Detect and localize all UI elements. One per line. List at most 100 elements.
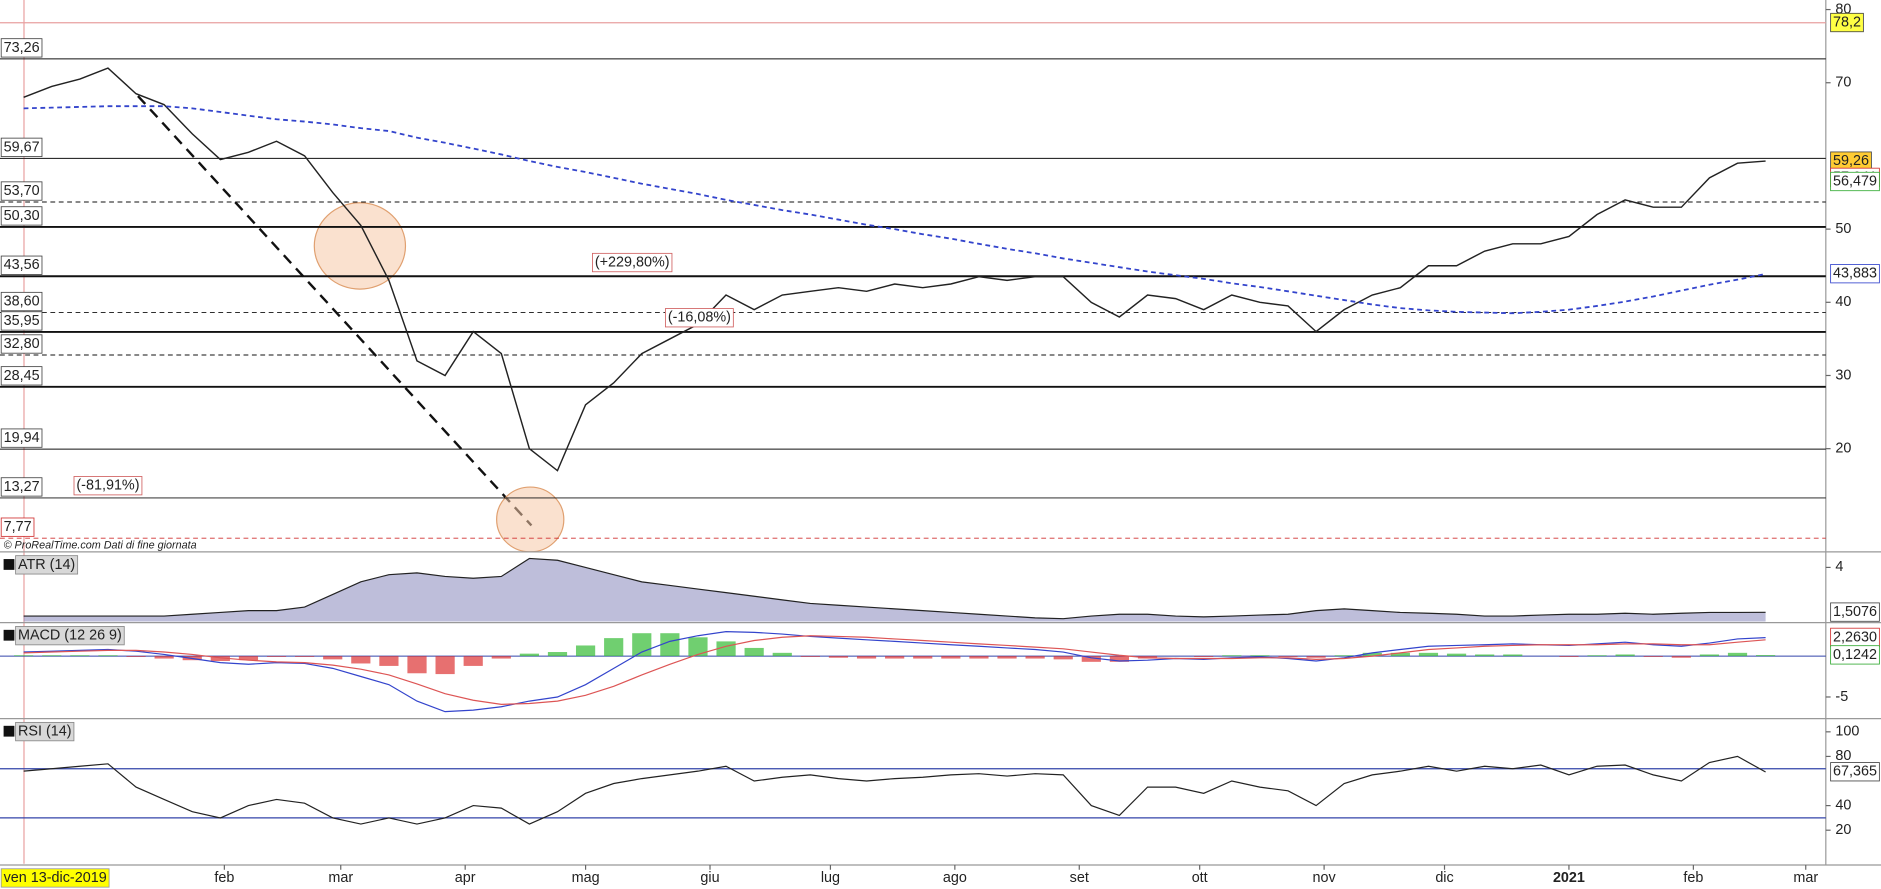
x-tick-label: ott [1192, 870, 1208, 886]
histogram-bar [1081, 656, 1101, 662]
histogram-bar [1756, 655, 1776, 657]
last-label: 1,5076 [1833, 604, 1877, 620]
histogram-bar [856, 656, 877, 659]
histogram-bar [1390, 652, 1410, 657]
histogram-bar [323, 656, 343, 660]
histogram-bar [660, 633, 680, 657]
level-label-box [0, 517, 35, 537]
indicator-line [23, 755, 1766, 825]
x-tick-label: set [1070, 870, 1089, 886]
price-label-box [1830, 171, 1880, 192]
level-label: 7,77 [4, 519, 32, 535]
histogram-bar [800, 656, 820, 657]
level-label: 19,94 [4, 430, 40, 446]
price-line [23, 67, 1766, 472]
level-label: 28,45 [4, 368, 40, 384]
x-tick-label: feb [214, 870, 234, 886]
price-label: 56,479 [1833, 173, 1877, 189]
price-label-box [1830, 12, 1864, 33]
price-label: 78,2 [1833, 15, 1861, 31]
level-label-box [0, 477, 43, 497]
histogram-bar [1222, 655, 1242, 657]
histogram-bar [547, 652, 568, 657]
histogram-bar [1334, 655, 1354, 657]
histogram-bar [519, 653, 539, 657]
panel-title-box [15, 626, 125, 646]
date-label: ven 13-dic-2019 [4, 870, 107, 886]
copyright: © ProRealTime.com Dati di fine giornata [4, 540, 197, 552]
y-tick-label: 40 [1835, 294, 1851, 310]
annotation: (-16,08%) [668, 310, 731, 326]
level-label-box [0, 181, 43, 201]
last-label-box [1830, 645, 1880, 665]
histogram-bar [997, 656, 1017, 659]
level-label: 50,30 [4, 208, 40, 224]
level-label: 13,27 [4, 479, 40, 495]
histogram-bar [1727, 652, 1748, 657]
histogram-bar [1025, 656, 1045, 659]
histogram-bar [1109, 656, 1130, 662]
level-label: 32,80 [4, 336, 40, 352]
trend-line [137, 95, 533, 527]
histogram-bar [210, 656, 230, 662]
annotation-box [664, 308, 734, 328]
last-label: 67,365 [1833, 764, 1877, 780]
histogram-bar [828, 656, 849, 658]
panel-title: MACD (12 26 9) [18, 628, 122, 644]
histogram-bar [969, 656, 989, 659]
panel-title: ATR (14) [18, 557, 75, 573]
price-label: 43,883 [1833, 266, 1877, 282]
level-label: 38,60 [4, 294, 40, 310]
x-tick-label: ago [943, 870, 967, 886]
panel-icon [3, 725, 15, 737]
level-label-box [0, 291, 43, 312]
highlight-circle [496, 486, 565, 553]
y-tick-label: 50 [1835, 221, 1851, 237]
panel-icon [3, 629, 15, 641]
histogram-bar [435, 656, 455, 675]
last-label-box [1830, 602, 1880, 622]
histogram-bar [1053, 656, 1073, 660]
atr-area [23, 557, 1766, 620]
y-tick-label: -5 [1835, 689, 1848, 705]
x-tick-label: 2021 [1553, 870, 1585, 886]
histogram-bar [913, 656, 933, 659]
histogram-bar [1418, 652, 1439, 657]
indicator-line [23, 635, 1766, 705]
histogram-bar [575, 645, 596, 657]
last-label: 0,1242 [1833, 647, 1877, 663]
histogram-bar [1475, 654, 1495, 657]
y-tick-label: 20 [1835, 440, 1851, 456]
last-label-box [1830, 762, 1880, 782]
level-label-box [0, 137, 43, 157]
annotation: (-81,91%) [76, 478, 139, 494]
histogram-bar [42, 655, 62, 657]
histogram-bar [70, 655, 90, 657]
level-label-box [0, 366, 43, 386]
histogram-bar [1194, 656, 1214, 657]
histogram-bar [1278, 656, 1298, 657]
x-tick-label: mar [328, 870, 353, 886]
x-tick-label: lug [821, 870, 840, 886]
level-label-box [0, 428, 43, 448]
histogram-bar [266, 656, 287, 657]
histogram-bar [1699, 654, 1720, 657]
level-label: 73,26 [4, 40, 40, 56]
level-label: 43,56 [4, 257, 40, 273]
x-tick-label: apr [455, 870, 476, 886]
price-line [23, 105, 1766, 315]
x-tick-label: mag [572, 870, 600, 886]
histogram-bar [351, 656, 371, 664]
level-label-box [0, 38, 43, 58]
x-tick-label: feb [1683, 870, 1703, 886]
date-label-box [0, 868, 110, 888]
indicator-line [23, 631, 1766, 713]
level-label-box [0, 334, 43, 354]
histogram-bar [1250, 655, 1270, 657]
panel-title-box [15, 721, 75, 742]
level-label: 35,95 [4, 313, 40, 329]
histogram-bar [295, 656, 315, 657]
histogram-bar [1362, 652, 1382, 657]
